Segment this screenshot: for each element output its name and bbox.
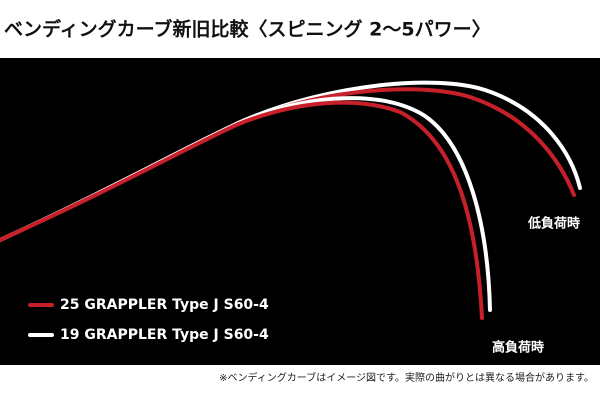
curve-high-new xyxy=(234,100,484,320)
legend-label: 19 GRAPPLER Type J S60-4 xyxy=(60,327,269,343)
legend-label: 25 GRAPPLER Type J S60-4 xyxy=(60,297,269,313)
note: ※ベンディングカーブはイメージ図です。実際の曲がりとは異なる場合があります。 xyxy=(219,371,594,384)
label-low-load: 低負荷時 xyxy=(527,216,580,232)
title: ベンディングカーブ新旧比較〈スピニング 2～5パワー〉 xyxy=(4,18,491,41)
legend: 25 GRAPPLER Type J S60-4 19 GRAPPLER Type… xyxy=(28,297,269,343)
curve-high-old xyxy=(234,96,492,312)
curve-low-new xyxy=(0,87,576,242)
label-high-load: 高負荷時 xyxy=(492,340,544,356)
